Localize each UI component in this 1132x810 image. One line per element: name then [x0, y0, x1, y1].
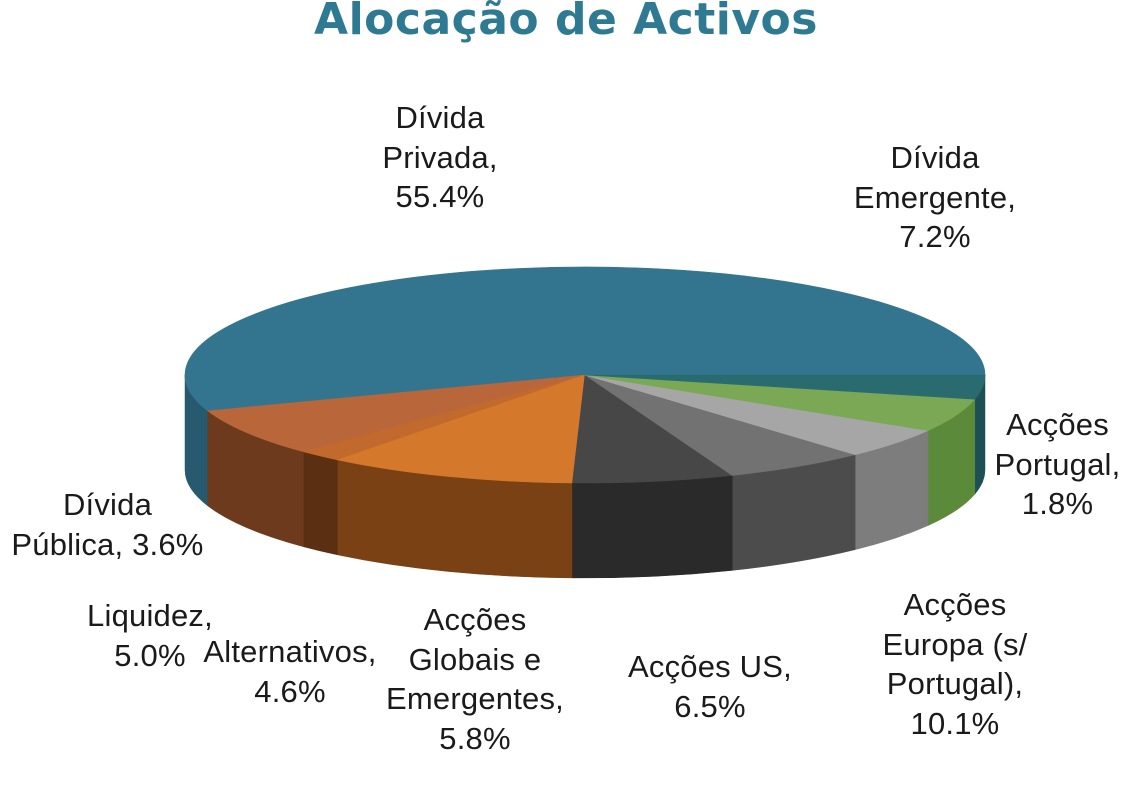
slice-label-line: 55.4% — [395, 179, 485, 215]
slice-label-line: 4.6% — [254, 673, 326, 709]
slice-label-line: Dívida — [395, 100, 485, 135]
pie-slice-3 — [336, 374, 586, 484]
slice-label-5: Acções Globais e Emergentes, 5.8% — [370, 600, 580, 759]
pie-side-4 — [572, 475, 733, 579]
slice-label-line: Portugal), — [886, 666, 1024, 702]
slice-label-8: Dívida Pública, 3.6% — [0, 485, 215, 564]
slice-label-1: Dívida Emergente, 7.2% — [830, 138, 1040, 257]
slice-label-line: 7.2% — [899, 219, 971, 255]
slice-label-line: Portugal, — [994, 446, 1121, 482]
slice-label-line: Acções US, — [628, 649, 792, 684]
pie-slice-1 — [207, 374, 586, 453]
slice-label-3: Acções Europa (s/Portugal), 10.1% — [855, 585, 1055, 744]
slice-label-line: 5.0% — [114, 637, 186, 673]
slice-label-line: 6.5% — [674, 688, 746, 724]
pie-slice-5 — [584, 374, 857, 476]
chart-title: Alocação de Activos — [314, 0, 818, 45]
pie-side-2 — [303, 451, 339, 556]
slice-label-line: Dívida — [62, 487, 153, 522]
slice-label-line: Acções — [423, 602, 527, 637]
slice-label-line: 10.1% — [910, 706, 1000, 742]
slice-label-line: Privada, — [382, 139, 498, 175]
slice-label-2: Acções Portugal, 1.8% — [985, 405, 1130, 524]
pie-slice-8 — [584, 374, 986, 400]
slice-label-line: Liquidez, — [87, 598, 213, 633]
slice-label-7: Liquidez, 5.0% — [70, 596, 230, 675]
slice-label-line: Globais e — [408, 641, 542, 677]
slice-label-line: 5.8% — [439, 721, 511, 757]
slice-label-6: Alternativos, 4.6% — [195, 632, 385, 711]
slice-label-line: Europa (s/ — [882, 626, 1028, 662]
slice-label-line: Pública, 3.6% — [11, 526, 204, 562]
slice-label-4: Acções US, 6.5% — [610, 647, 810, 726]
pie-slice-4 — [572, 374, 734, 484]
slice-label-line: Dívida — [890, 140, 980, 175]
slice-label-line: Acções — [1006, 407, 1109, 442]
slice-label-line: Emergentes, — [386, 681, 564, 717]
slice-label-line: Acções — [903, 587, 1007, 622]
slice-label-line: Emergente, — [853, 179, 1017, 215]
slice-label-line: 1.8% — [1021, 486, 1094, 522]
slice-label-0: Dívida Privada, 55.4% — [340, 98, 540, 217]
slice-label-line: Alternativos, — [203, 634, 377, 669]
